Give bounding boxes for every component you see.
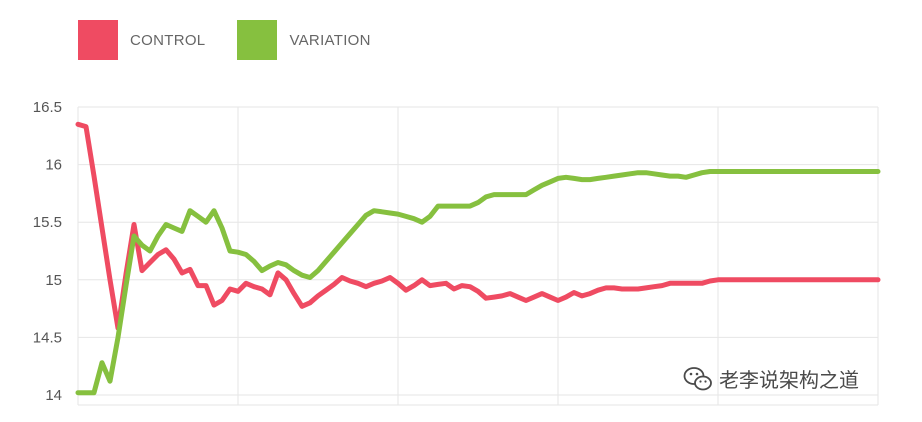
y-tick-label: 15 xyxy=(45,272,62,289)
watermark-text: 老李说架构之道 xyxy=(719,368,859,392)
legend-label-variation: VARIATION xyxy=(289,31,371,49)
legend-label-control: CONTROL xyxy=(130,31,206,49)
watermark: 老李说架构之道 xyxy=(683,364,859,393)
chart-legend: CONTROL VARIATION xyxy=(78,19,403,61)
y-tick-label: 14 xyxy=(45,387,62,404)
legend-item-control[interactable]: CONTROL xyxy=(78,20,205,60)
series-line-variation xyxy=(75,169,881,396)
y-tick-label: 14.5 xyxy=(33,329,62,346)
y-tick-label: 15.5 xyxy=(33,214,62,231)
legend-item-variation[interactable]: VARIATION xyxy=(237,20,370,60)
series-line-control xyxy=(75,121,881,331)
legend-swatch-variation xyxy=(237,20,278,60)
wechat-icon xyxy=(683,366,712,390)
y-tick-label: 16.5 xyxy=(33,99,62,116)
y-tick-label: 16 xyxy=(45,157,62,174)
legend-swatch-control xyxy=(78,20,118,60)
